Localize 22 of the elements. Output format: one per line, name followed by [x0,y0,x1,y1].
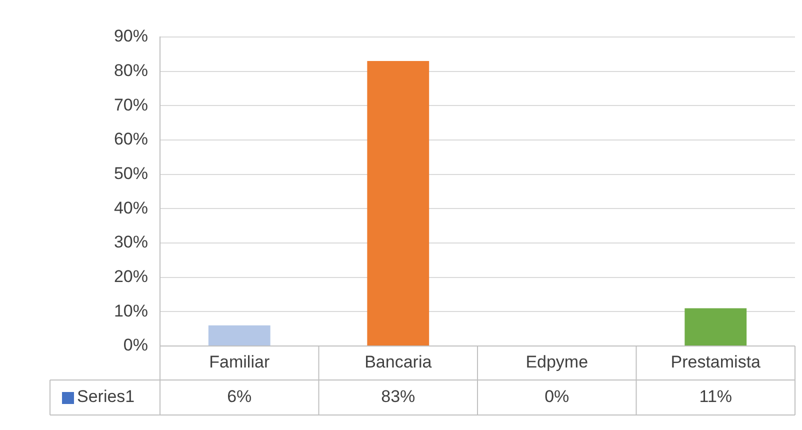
y-tick-label: 80% [114,61,148,80]
y-tick-label: 30% [114,232,148,252]
data-label: 11% [699,387,732,406]
y-tick-label: 20% [114,267,148,286]
bar [367,61,430,346]
x-tick-label: Edpyme [526,352,588,372]
data-label: 0% [544,387,570,406]
data-label: 83% [381,387,416,406]
text: Series1 [77,387,135,406]
y-tick-label: 10% [114,301,148,320]
bar [208,325,270,346]
y-tick-label: 90% [114,26,148,46]
y-tick-label: 40% [114,198,148,218]
y-tick-label: 50% [114,164,148,184]
bar [684,308,747,346]
y-tick-label: 70% [114,95,148,114]
y-tick-label: 0% [123,336,148,355]
y-tick-label: 60% [114,130,148,149]
x-tick-label: Prestamista [670,352,762,372]
x-tick-label: Bancaria [364,352,432,372]
x-tick-label: Familiar [209,352,270,372]
data-label: 6% [227,387,252,406]
